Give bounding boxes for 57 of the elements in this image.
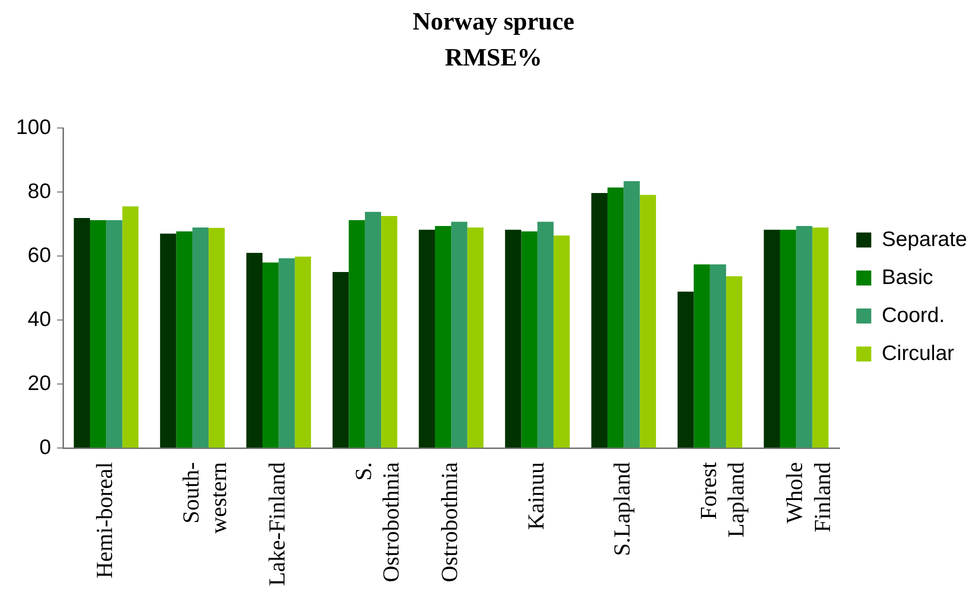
bar — [176, 231, 192, 448]
bar — [246, 252, 262, 448]
bar — [332, 272, 349, 448]
bar — [537, 222, 554, 448]
x-tick-label: Ostrobothnia — [437, 462, 462, 582]
bar — [812, 228, 828, 448]
bar — [192, 228, 209, 448]
bar — [624, 181, 640, 448]
x-tick-label: Whole Finland — [782, 462, 835, 532]
bar — [710, 264, 726, 448]
bar — [451, 222, 468, 448]
bar — [591, 192, 608, 448]
x-tick-label: Forest Lapland — [696, 461, 749, 538]
bar — [607, 188, 624, 448]
y-tick-label: 0 — [39, 436, 52, 459]
bar — [262, 262, 279, 448]
bar — [74, 218, 90, 448]
bar — [294, 256, 311, 448]
x-tick-label: S. Ostrobothnia — [350, 462, 404, 582]
y-tick-label: 40 — [28, 308, 52, 331]
y-tick-label: 80 — [28, 180, 52, 203]
bar — [208, 228, 225, 448]
y-tick-label: 100 — [16, 116, 52, 139]
x-tick-label: Hemi-boreal — [92, 462, 118, 578]
x-tick-label: Lake-Finland — [264, 462, 290, 586]
bar — [726, 276, 742, 448]
bar — [348, 220, 365, 448]
legend-label: Coord. — [882, 304, 945, 327]
bar — [678, 292, 694, 448]
bar — [554, 236, 570, 448]
bar — [278, 258, 295, 448]
bar — [521, 231, 538, 448]
x-tick-label: S.Lapland — [610, 462, 635, 556]
bar — [640, 194, 656, 448]
y-tick-label: 20 — [28, 372, 52, 395]
bar — [381, 216, 398, 448]
bar — [694, 264, 710, 448]
legend-label: Basic — [882, 266, 934, 289]
legend-label: Separate — [882, 228, 968, 251]
bar — [780, 230, 796, 448]
bar — [418, 230, 435, 448]
chart-subtitle: RMSE% — [444, 44, 542, 72]
bar — [106, 220, 122, 448]
bar — [796, 226, 812, 448]
bar — [467, 228, 484, 448]
bar — [364, 212, 382, 448]
x-tick-label: South-western — [178, 462, 232, 534]
bar — [90, 220, 106, 448]
y-tick-label: 60 — [28, 244, 52, 267]
bar — [764, 230, 780, 448]
legend-label: Circular — [882, 342, 954, 365]
chart-title: Norway spruce — [412, 8, 574, 36]
bar — [505, 230, 522, 448]
bar — [160, 234, 176, 448]
bar — [434, 226, 452, 448]
bar — [122, 206, 139, 448]
x-tick-label: Kainuu — [523, 462, 548, 530]
